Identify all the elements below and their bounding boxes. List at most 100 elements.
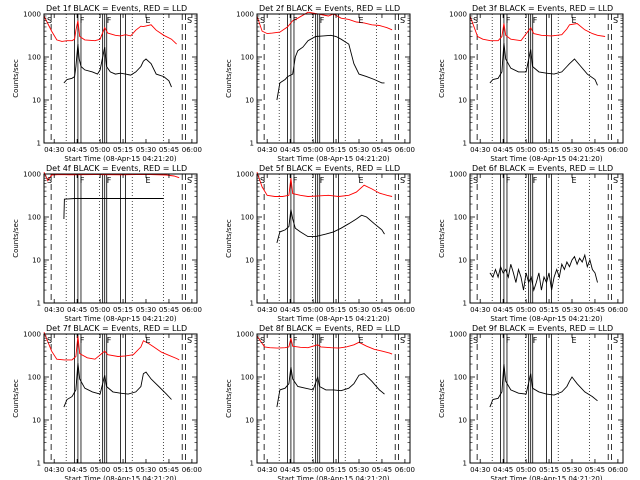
y-axis-label: Counts/sec: [438, 219, 446, 258]
y-tick-label: 1: [463, 300, 467, 308]
y-tick-label: 100: [28, 374, 41, 382]
annotation-label: F: [107, 16, 112, 25]
y-tick-label: 1: [37, 460, 41, 468]
annotation-label: S: [473, 336, 478, 345]
annotation-label: F: [320, 16, 325, 25]
annotation-label: S: [473, 176, 478, 185]
y-tick-label: 100: [454, 214, 467, 222]
x-tick-label: 05:30: [562, 466, 582, 474]
x-tick-label: 05:15: [326, 146, 346, 154]
x-tick-label: 06:00: [182, 466, 202, 474]
x-tick-label: 06:00: [395, 146, 415, 154]
y-axis-label: Counts/sec: [12, 379, 20, 418]
x-tick-label: 05:00: [516, 466, 536, 474]
y-tick-label: 100: [28, 54, 41, 62]
series-line-lld: [469, 15, 606, 42]
panel-title: Det 9f BLACK = Events, RED = LLD: [472, 324, 613, 333]
y-tick-label: 100: [28, 214, 41, 222]
y-tick-label: 1000: [23, 11, 41, 19]
x-tick-label: 05:30: [136, 466, 156, 474]
x-tick-label: 05:30: [562, 306, 582, 314]
y-tick-label: 1000: [236, 171, 254, 179]
y-tick-label: 10: [458, 97, 467, 105]
annotation-label: F: [320, 176, 325, 185]
y-tick-label: 100: [454, 54, 467, 62]
x-tick-label: 05:00: [516, 306, 536, 314]
y-tick-label: 1: [250, 460, 254, 468]
y-axis-label: Counts/sec: [438, 59, 446, 98]
panel-title: Det 3f BLACK = Events, RED = LLD: [472, 4, 613, 13]
y-tick-label: 1: [463, 140, 467, 148]
series-line-lld: [256, 335, 393, 355]
x-axis-label: Start Time (08-Apr-15 04:21:20): [64, 475, 176, 480]
annotation-label: S: [187, 16, 192, 25]
panel-det-9: Det 9f BLACK = Events, RED = LLD Counts/s…: [438, 324, 628, 480]
x-tick-label: 05:30: [562, 146, 582, 154]
annotation-label: E: [571, 176, 576, 185]
y-tick-label: 10: [245, 257, 254, 265]
y-tick-label: 1000: [236, 11, 254, 19]
annotation-label: S: [187, 336, 192, 345]
x-tick-label: 04:45: [493, 306, 513, 314]
series-line-lld: [256, 11, 393, 35]
annotation-label: F: [320, 336, 325, 345]
y-tick-label: 10: [458, 417, 467, 425]
y-tick-label: 1000: [23, 331, 41, 339]
x-tick-label: 04:45: [67, 466, 87, 474]
y-tick-label: 10: [32, 257, 41, 265]
x-tick-label: 05:00: [90, 146, 110, 154]
x-tick-label: 05:00: [303, 466, 323, 474]
annotation-label: F: [533, 16, 538, 25]
x-tick-label: 05:45: [159, 306, 179, 314]
annotation-label: F: [80, 176, 85, 185]
y-tick-label: 1000: [449, 171, 467, 179]
x-axis-label: Start Time (08-Apr-15 04:21:20): [277, 475, 389, 480]
panel-det-3: Det 3f BLACK = Events, RED = LLD Counts/s…: [438, 4, 628, 163]
annotation-label: S: [187, 176, 192, 185]
annotation-label: F: [80, 336, 85, 345]
x-tick-label: 04:45: [67, 146, 87, 154]
annotation-label: E: [358, 16, 363, 25]
y-tick-label: 1000: [449, 11, 467, 19]
annotation-label: E: [571, 16, 576, 25]
y-tick-label: 1: [250, 300, 254, 308]
x-tick-label: 05:15: [539, 146, 559, 154]
plot-frame: [43, 13, 198, 144]
x-tick-label: 04:45: [280, 146, 300, 154]
x-tick-label: 05:45: [585, 146, 605, 154]
plot-frame: [469, 13, 624, 144]
panel-title: Det 2f BLACK = Events, RED = LLD: [259, 4, 400, 13]
x-tick-label: 06:00: [608, 146, 628, 154]
panel-det-2: Det 2f BLACK = Events, RED = LLD Counts/s…: [225, 4, 415, 163]
series-line-lld: [43, 172, 180, 182]
plot-frame: [469, 333, 624, 464]
x-tick-label: 05:45: [159, 466, 179, 474]
x-tick-label: 04:30: [257, 146, 277, 154]
x-tick-label: 04:30: [44, 466, 64, 474]
panel-title: Det 6f BLACK = Events, RED = LLD: [472, 164, 613, 173]
panel-title: Det 8f BLACK = Events, RED = LLD: [259, 324, 400, 333]
y-axis-label: Counts/sec: [225, 379, 233, 418]
annotation-label: S: [260, 16, 265, 25]
panel-title: Det 5f BLACK = Events, RED = LLD: [259, 164, 400, 173]
x-axis-label: Start Time (08-Apr-15 04:21:20): [277, 315, 389, 323]
y-axis-label: Counts/sec: [225, 219, 233, 258]
x-tick-label: 05:00: [90, 306, 110, 314]
x-tick-label: 04:30: [470, 146, 490, 154]
x-tick-label: 06:00: [395, 306, 415, 314]
x-axis-label: Start Time (08-Apr-15 04:21:20): [490, 155, 602, 163]
x-tick-label: 05:15: [113, 306, 133, 314]
y-axis-label: Counts/sec: [12, 219, 20, 258]
annotation-label: S: [47, 16, 52, 25]
y-tick-label: 10: [458, 257, 467, 265]
x-tick-label: 04:30: [470, 466, 490, 474]
y-tick-label: 100: [241, 54, 254, 62]
annotation-label: E: [571, 336, 576, 345]
x-tick-label: 04:30: [257, 466, 277, 474]
series-line-events: [63, 363, 172, 408]
panel-det-1: Det 1f BLACK = Events, RED = LLD Counts/s…: [12, 4, 202, 163]
plot-frame: [256, 333, 411, 464]
y-axis-label: Counts/sec: [225, 59, 233, 98]
x-tick-label: 04:45: [67, 306, 87, 314]
